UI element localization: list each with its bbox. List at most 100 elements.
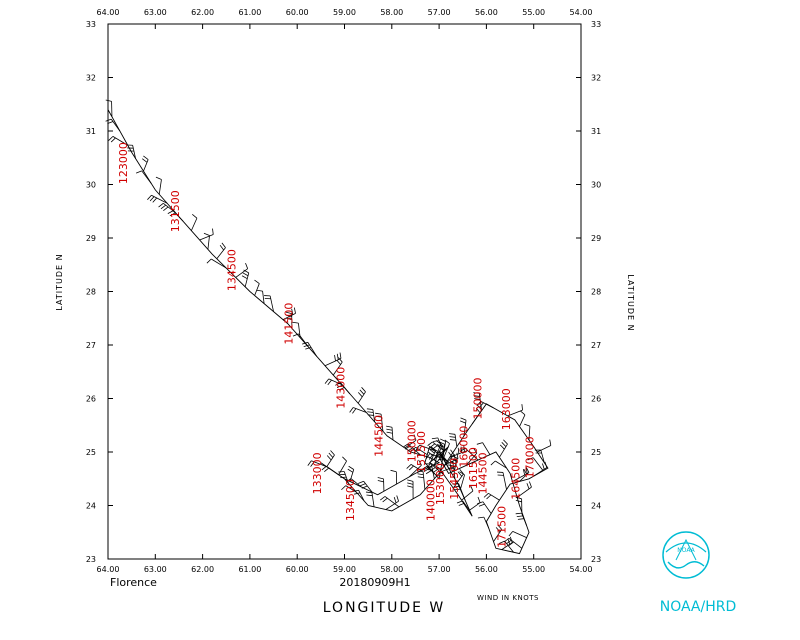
wind-barb: [357, 480, 373, 493]
wind-barb: [408, 459, 422, 478]
axis-ticks: 64.00 64.00 63.00 63.00 62.00 62.00 61.00 61.00…: [86, 8, 601, 574]
lat-tick-label-right: 32: [591, 74, 601, 83]
time-label: 164500: [510, 458, 523, 500]
wind-barb: [235, 262, 249, 278]
wind-barb: [332, 357, 343, 376]
time-label: 134500: [344, 479, 357, 521]
lon-tick-label-top: 57.00: [428, 8, 451, 17]
wind-barb: [452, 468, 464, 489]
wind-barb: [326, 450, 335, 467]
wind-barb: [496, 471, 507, 490]
wind-barb: [503, 537, 523, 549]
time-labels: 123000 131500 134500 141500 143000 144500 1500…: [117, 142, 537, 548]
wind-barb: [338, 471, 349, 484]
wind-barb: [365, 491, 375, 507]
wind-barb: [335, 382, 351, 395]
time-label: 154500: [448, 458, 461, 500]
svg-text:NOAA: NOAA: [677, 547, 695, 554]
wind-barb: [410, 446, 428, 456]
wind-barb: [468, 496, 481, 512]
lon-tick-label-top: 63.00: [144, 8, 167, 17]
wind-barb: [421, 466, 436, 476]
wind-barb: [515, 496, 523, 513]
wind-barb: [490, 460, 507, 469]
lat-tick-label-right: 23: [591, 555, 601, 564]
time-label: 150000: [472, 378, 485, 420]
wind-barb: [292, 333, 309, 348]
wind-barb: [126, 144, 136, 159]
lat-tick-label-left: 33: [86, 20, 96, 29]
wind-barb: [377, 477, 385, 492]
wind-barb: [167, 210, 184, 222]
lat-tick-label-left: 29: [86, 234, 96, 243]
lon-tick-label-bottom: 64.00: [97, 565, 120, 574]
wind-barb: [307, 460, 327, 468]
wind-barb: [452, 483, 466, 501]
wind-barb: [347, 465, 355, 482]
wind-barb: [321, 465, 339, 476]
wind-barb: [476, 401, 494, 409]
lon-tick-label-bottom: 56.00: [475, 565, 498, 574]
time-label: 163000: [500, 388, 513, 430]
time-label: 170000: [524, 436, 537, 478]
time-label: 131500: [169, 190, 182, 232]
wind-barb: [147, 194, 168, 204]
lat-tick-label-right: 28: [591, 288, 601, 297]
wind-barb: [534, 449, 545, 463]
wind-barb: [216, 242, 226, 259]
wind-barb: [533, 461, 548, 477]
lat-tick-label-left: 23: [86, 555, 96, 564]
wind-barb: [465, 447, 478, 466]
wind-barb: [440, 460, 457, 473]
lat-axis-label-left: LATITUDE N: [55, 253, 64, 310]
lat-tick-label-left: 24: [86, 502, 96, 511]
wind-barb: [476, 442, 491, 455]
wind-barb: [135, 170, 152, 184]
lat-tick-label-right: 29: [591, 234, 601, 243]
wind-barb: [282, 307, 296, 320]
lon-tick-label-top: 60.00: [286, 8, 309, 17]
wind-barb: [345, 478, 362, 488]
wind-barb: [417, 470, 426, 490]
lon-tick-label-bottom: 58.00: [380, 565, 403, 574]
lat-tick-label-left: 27: [86, 341, 96, 350]
time-label: 140000: [424, 479, 437, 521]
wind-barb: [338, 456, 347, 475]
wind-barb: [206, 258, 227, 269]
wind-barb: [461, 485, 474, 501]
time-label: 160000: [458, 426, 471, 468]
wind-barb: [493, 524, 503, 542]
lat-tick-label-left: 25: [86, 448, 96, 457]
wind-barb: [385, 495, 399, 510]
wind-barb: [449, 433, 458, 447]
lat-tick-label-left: 31: [86, 127, 96, 136]
lon-tick-label-bottom: 63.00: [144, 565, 167, 574]
wind-barb: [440, 438, 447, 459]
wind-barb: [108, 136, 128, 146]
wind-barb: [515, 512, 527, 526]
wind-barb: [404, 434, 417, 449]
lon-tick-label-top: 59.00: [333, 8, 356, 17]
wind-barb: [438, 441, 445, 458]
noaa-logo-icon: NOAA: [662, 531, 710, 579]
wind-barb: [512, 467, 528, 482]
time-label: 134500: [226, 249, 239, 291]
wind-barb: [508, 531, 527, 538]
lat-tick-label-right: 26: [591, 395, 601, 404]
wind-barb: [349, 407, 367, 414]
wind-barb: [386, 425, 394, 440]
wind-barb: [483, 492, 500, 501]
lat-tick-label-left: 26: [86, 395, 96, 404]
lon-tick-label-top: 56.00: [475, 8, 498, 17]
time-label: 151500: [415, 431, 428, 473]
time-label: 144500: [372, 415, 385, 457]
lon-tick-label-top: 55.00: [522, 8, 545, 17]
wind-barb: [499, 439, 508, 458]
wind-barb: [302, 341, 318, 357]
wind-barb: [264, 295, 274, 312]
wind-barb: [527, 457, 544, 471]
wind-barb: [203, 232, 210, 250]
longitude-axis-label: LONGITUDE W: [323, 600, 446, 616]
wind-barb: [141, 155, 149, 172]
